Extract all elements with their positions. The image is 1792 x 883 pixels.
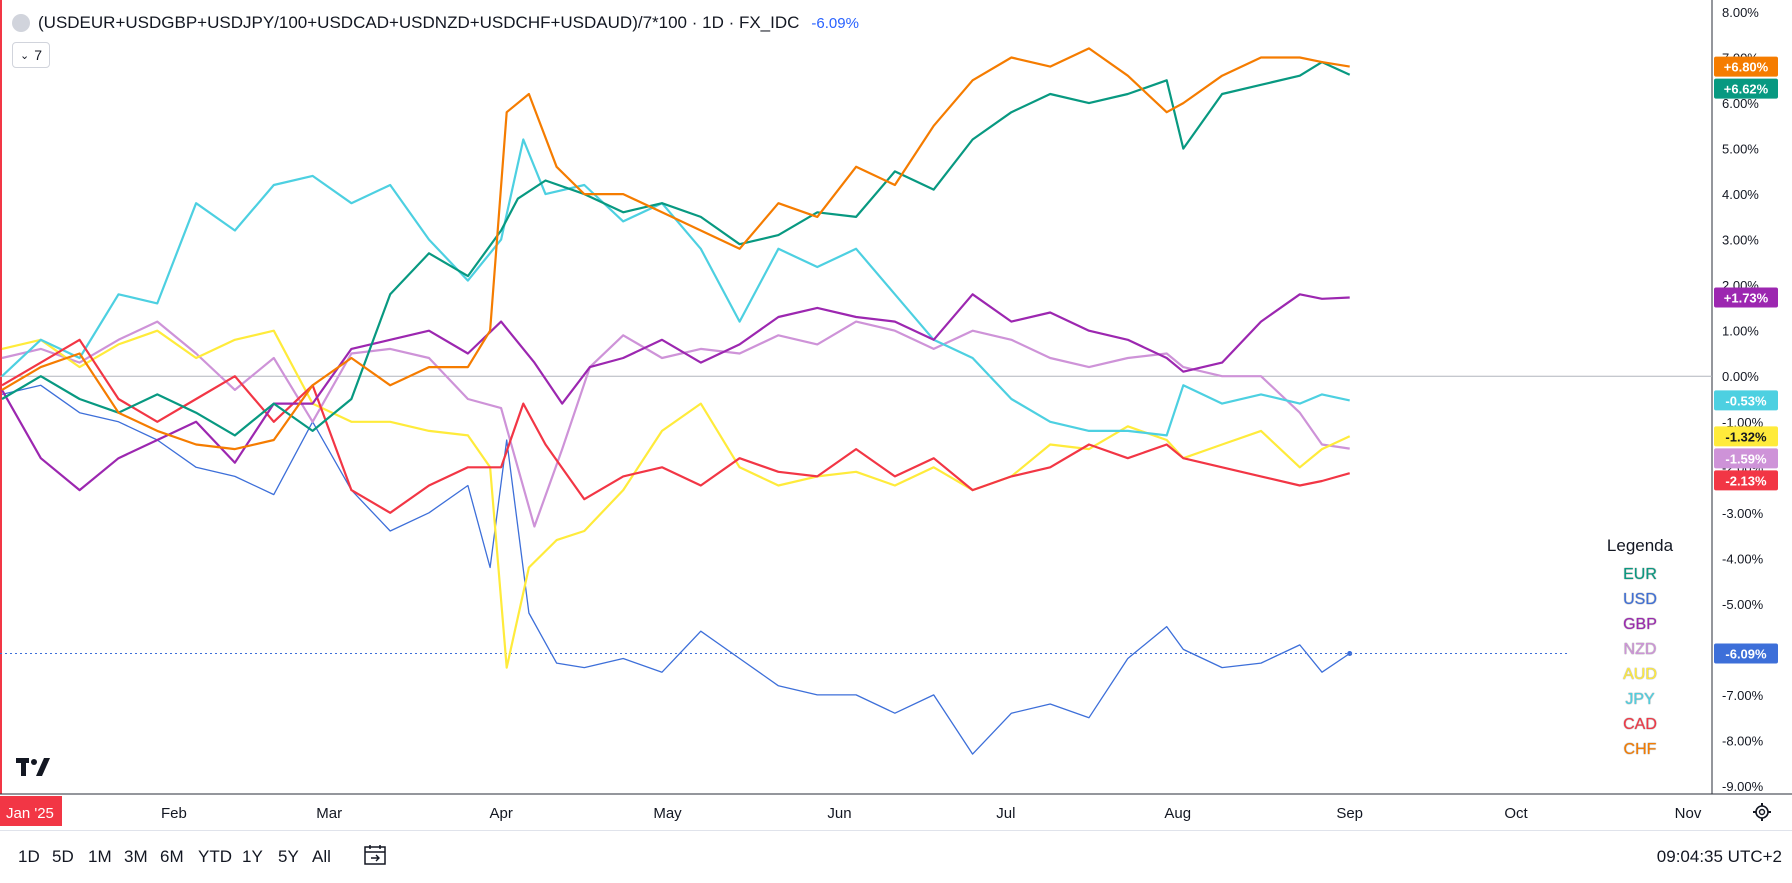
range-button-all[interactable]: All bbox=[312, 847, 331, 866]
range-button-5y[interactable]: 5Y bbox=[278, 847, 299, 866]
x-tick-label: May bbox=[653, 805, 682, 822]
series-line-chf[interactable] bbox=[1, 47, 1350, 451]
symbol-logo-icon bbox=[12, 14, 30, 32]
gear-icon[interactable] bbox=[1752, 802, 1772, 827]
series-line-gbp[interactable] bbox=[1, 293, 1350, 492]
series-line-cad[interactable] bbox=[1, 338, 1350, 514]
badge-nzd bbox=[1714, 448, 1778, 469]
legend-item-chf[interactable]: CHF bbox=[1623, 741, 1657, 758]
x-tick-label: Sep bbox=[1336, 805, 1363, 822]
badge-jpy bbox=[1714, 390, 1778, 411]
legend-item-nzd[interactable]: NZD bbox=[1623, 641, 1657, 658]
y-tick-label: 5.00% bbox=[1722, 142, 1759, 157]
x-tick-label: Oct bbox=[1504, 805, 1528, 822]
y-tick-label: -8.00% bbox=[1722, 733, 1764, 748]
badge-label-gbp: +1.73% bbox=[1724, 290, 1769, 305]
series-line-usd[interactable] bbox=[1, 384, 1351, 755]
range-button-3m[interactable]: 3M bbox=[124, 847, 148, 866]
chevron-down-icon: ⌄ bbox=[19, 49, 30, 62]
series-line-aud[interactable] bbox=[1, 329, 1351, 669]
range-button-1m[interactable]: 1M bbox=[88, 847, 112, 866]
legend-item-jpy[interactable]: JPY bbox=[1625, 691, 1655, 708]
y-tick-label: -7.00% bbox=[1722, 688, 1764, 703]
legend-item-gbp[interactable]: GBP bbox=[1623, 616, 1657, 633]
indicators-count: 7 bbox=[34, 47, 42, 63]
x-tick-label: Nov bbox=[1675, 805, 1702, 822]
calendar-goto-icon[interactable] bbox=[362, 843, 388, 872]
legend-item-eur[interactable]: EUR bbox=[1623, 566, 1657, 583]
clock[interactable]: 09:04:35 UTC+2 bbox=[1656, 847, 1782, 866]
series-line-eur[interactable] bbox=[1, 60, 1351, 437]
tradingview-logo-icon[interactable] bbox=[16, 756, 54, 783]
x-tick-label: Jul bbox=[996, 805, 1015, 822]
y-tick-label: 0.00% bbox=[1722, 369, 1759, 384]
symbol-change: -6.09% bbox=[811, 14, 859, 32]
badge-label-chf: +6.80% bbox=[1724, 60, 1769, 75]
y-tick-label: 1.00% bbox=[1722, 324, 1759, 339]
badge-usd bbox=[1714, 643, 1778, 664]
x-tick-label: Apr bbox=[489, 805, 512, 822]
series-line-jpy[interactable] bbox=[1, 138, 1350, 437]
badge-gbp bbox=[1714, 287, 1778, 308]
y-tick-label: 3.00% bbox=[1722, 233, 1759, 248]
symbol-header: (USDEUR+USDGBP+USDJPY/100+USDCAD+USDNZD+… bbox=[12, 10, 859, 36]
series-line-nzd[interactable] bbox=[1, 320, 1350, 528]
y-tick-label: -1.00% bbox=[1722, 415, 1764, 430]
badge-chf bbox=[1714, 56, 1778, 77]
badge-label-jpy: -0.53% bbox=[1725, 393, 1767, 408]
badge-label-aud: -1.32% bbox=[1725, 429, 1767, 444]
comparison-chart[interactable]: 8.00%7.00%6.00%5.00%4.00%3.00%2.00%1.00%… bbox=[0, 0, 1792, 830]
badge-aud bbox=[1714, 426, 1778, 447]
range-button-ytd[interactable]: YTD bbox=[198, 847, 232, 866]
range-button-5d[interactable]: 5D bbox=[52, 847, 74, 866]
bottom-toolbar: 1D 5D 1M 3M 6M YTD 1Y 5Y All 09:04:35 UTC+2 bbox=[0, 830, 1792, 883]
badge-label-eur: +6.62% bbox=[1724, 82, 1769, 97]
badge-cad bbox=[1714, 470, 1778, 491]
badge-label-nzd: -1.59% bbox=[1725, 451, 1767, 466]
badge-label-usd: -6.09% bbox=[1725, 647, 1767, 662]
badge-eur bbox=[1714, 78, 1778, 99]
y-tick-label: 6.00% bbox=[1722, 96, 1759, 111]
range-button-1d[interactable]: 1D bbox=[18, 847, 40, 866]
y-tick-label: -5.00% bbox=[1722, 597, 1764, 612]
x-tick-label: Jun bbox=[827, 805, 851, 822]
legend-title: Legenda bbox=[1606, 536, 1674, 555]
y-tick-label: -4.00% bbox=[1722, 551, 1764, 566]
badge-label-cad: -2.13% bbox=[1725, 473, 1767, 488]
y-tick-label: -3.00% bbox=[1722, 506, 1764, 521]
range-button-1y[interactable]: 1Y bbox=[242, 847, 263, 866]
legend-item-cad[interactable]: CAD bbox=[1623, 716, 1657, 733]
x-tick-label: Mar bbox=[316, 805, 342, 822]
current-date-badge bbox=[0, 796, 62, 826]
y-tick-label: -9.00% bbox=[1722, 779, 1764, 794]
collapse-indicators-button[interactable]: ⌄ 7 bbox=[12, 42, 50, 68]
x-tick-label: Feb bbox=[161, 805, 187, 822]
legend-item-aud[interactable]: AUD bbox=[1623, 666, 1657, 683]
y-tick-label: 4.00% bbox=[1722, 187, 1759, 202]
range-button-6m[interactable]: 6M bbox=[160, 847, 184, 866]
x-tick-label: Aug bbox=[1164, 805, 1191, 822]
symbol-title[interactable]: (USDEUR+USDGBP+USDJPY/100+USDCAD+USDNZD+… bbox=[38, 13, 800, 32]
usd-last-point bbox=[1347, 651, 1353, 657]
y-tick-label: 8.00% bbox=[1722, 5, 1759, 20]
legend-item-usd[interactable]: USD bbox=[1623, 591, 1657, 608]
x-tick-label: Jan '25 bbox=[6, 805, 54, 822]
